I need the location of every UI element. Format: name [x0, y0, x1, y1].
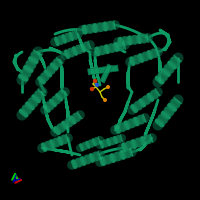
Circle shape	[93, 79, 97, 83]
Circle shape	[90, 87, 94, 91]
Polygon shape	[88, 65, 118, 75]
Polygon shape	[100, 64, 112, 83]
Circle shape	[103, 98, 107, 102]
Circle shape	[95, 83, 99, 87]
Circle shape	[106, 85, 110, 89]
